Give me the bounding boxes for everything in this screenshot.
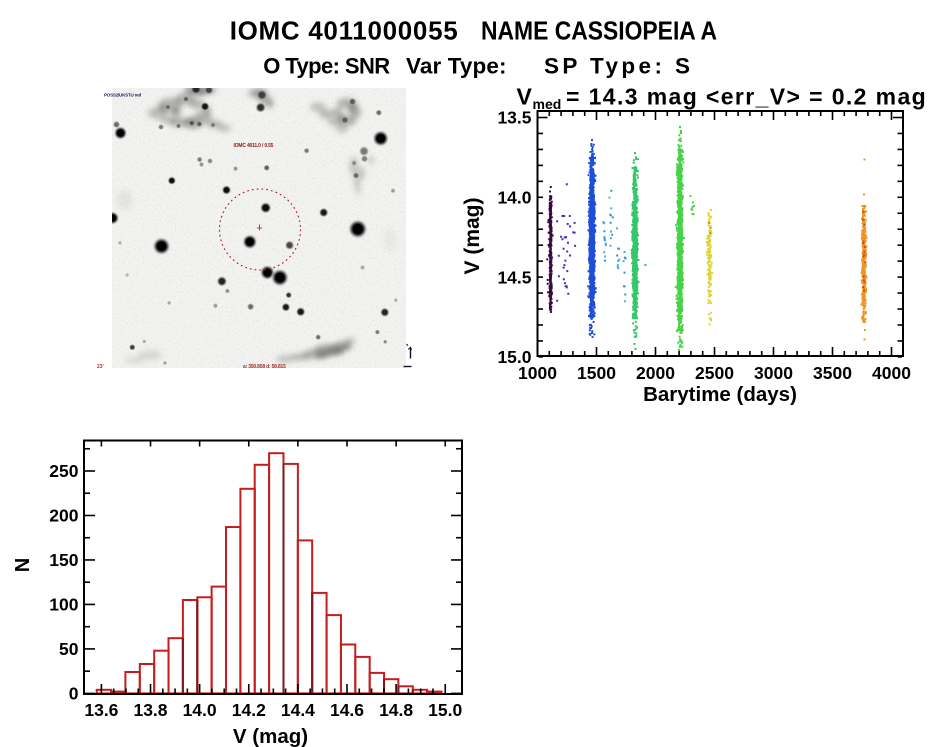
- svg-text:NAME CASSIOPEIA A: NAME CASSIOPEIA A: [481, 16, 717, 46]
- svg-text:150: 150: [49, 550, 78, 570]
- svg-text:14.5: 14.5: [497, 267, 531, 287]
- svg-text:0: 0: [69, 684, 79, 704]
- svg-text:3500: 3500: [813, 363, 852, 383]
- svg-text:4000: 4000: [872, 363, 911, 383]
- svg-text:15.0: 15.0: [428, 700, 462, 720]
- svg-text:= 14.3 mag <err_V> = 0.2 mag: = 14.3 mag <err_V> = 0.2 mag: [566, 84, 926, 110]
- svg-text:13.8: 13.8: [133, 700, 167, 720]
- svg-text:IOMC 4011.0 / 0.55: IOMC 4011.0 / 0.55: [234, 143, 274, 149]
- svg-text:200: 200: [49, 506, 78, 526]
- svg-text:14.2: 14.2: [232, 700, 266, 720]
- svg-text:50: 50: [59, 639, 79, 659]
- svg-text:1500: 1500: [577, 363, 616, 383]
- svg-text:13.6: 13.6: [84, 700, 118, 720]
- svg-text:3000: 3000: [754, 363, 793, 383]
- svg-text:13.5: 13.5: [497, 108, 531, 128]
- svg-text:23': 23': [97, 364, 104, 370]
- svg-text:V: V: [517, 84, 533, 110]
- svg-text:a: 350.858 d: 58.815: a: 350.858 d: 58.815: [243, 364, 286, 370]
- svg-text:250: 250: [49, 461, 78, 481]
- svg-text:SP Type: S: SP Type: S: [544, 54, 690, 79]
- svg-text:100: 100: [49, 595, 78, 615]
- svg-text:IOMC 4011000055: IOMC 4011000055: [230, 16, 458, 46]
- svg-text:2000: 2000: [636, 363, 675, 383]
- svg-text:Var Type:: Var Type:: [406, 54, 507, 79]
- svg-text:15.0: 15.0: [497, 347, 531, 367]
- svg-text:14.4: 14.4: [281, 700, 315, 720]
- svg-text:14.0: 14.0: [497, 188, 531, 208]
- svg-text:O Type: SNR: O Type: SNR: [263, 54, 390, 79]
- svg-text:14.8: 14.8: [379, 700, 413, 720]
- svg-text:V (mag): V (mag): [233, 725, 308, 747]
- svg-text:V (mag): V (mag): [461, 197, 484, 274]
- svg-text:14.6: 14.6: [330, 700, 364, 720]
- svg-text:2500: 2500: [695, 363, 734, 383]
- svg-text:1000: 1000: [518, 363, 557, 383]
- svg-text:N: N: [12, 558, 34, 572]
- svg-text:POSS2/UKSTU red: POSS2/UKSTU red: [104, 93, 141, 98]
- svg-text:14.0: 14.0: [183, 700, 217, 720]
- svg-text:Barytime (days): Barytime (days): [643, 383, 797, 406]
- svg-text:med: med: [533, 96, 562, 112]
